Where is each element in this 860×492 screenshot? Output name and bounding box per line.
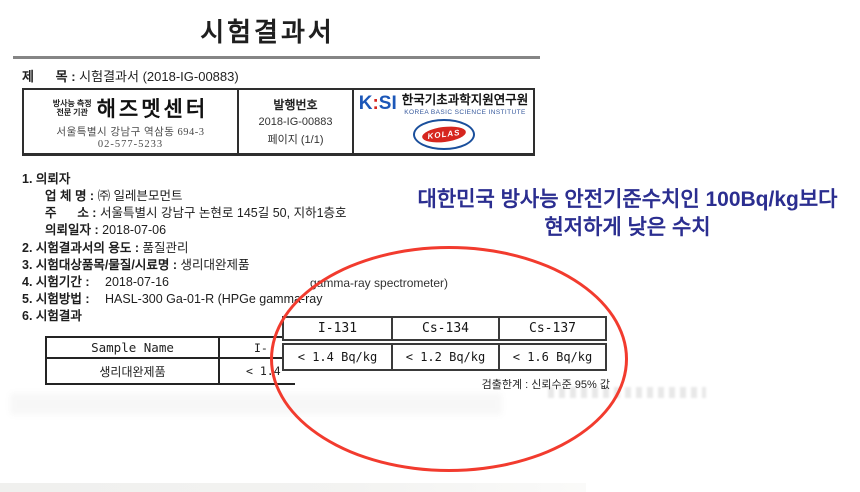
annotation-line2: 현저하게 낮은 수치 <box>544 216 711 239</box>
section5-line: 5. 시험방법 : HASL-300 Ga-01-R (HPGe gamma-r… <box>22 288 322 307</box>
kolas-logo-icon: KOLAS <box>412 118 475 150</box>
section3-label: 3. 시험대상품목/물질/시료명 : <box>22 258 177 272</box>
kbsi-logo-k: K <box>358 93 373 114</box>
section1-row-address: 주 소 : 서울특별시 강남구 논현로 145길 50, 지하1층호 <box>45 202 347 221</box>
request-date-label: 의뢰일자 : <box>45 223 99 237</box>
page-title: 시험결과서 <box>200 17 335 47</box>
company-label: 업 체 명 : <box>45 189 95 203</box>
company-value: ㈜ 일레븐모먼트 <box>97 189 183 203</box>
kbsi-logo-si: SI <box>378 93 397 114</box>
section5-label: 5. 시험방법 : <box>22 292 90 306</box>
section3-value: 생리대완제품 <box>180 258 250 272</box>
kolas-logo-label: KOLAS <box>426 127 461 141</box>
address-value: 서울특별시 강남구 논현로 145길 50, 지하1층호 <box>99 206 347 220</box>
issuer-address: 서울특별시 강남구 역삼동 694-3 <box>56 127 205 138</box>
sample-table-header-row: Sample Name I- <box>47 338 295 359</box>
section4-line: 4. 시험기간 : 2018-07-16 <box>22 271 169 290</box>
issue-page: 페이지 (1/1) <box>267 134 324 146</box>
issue-number-cell: 발행번호 2018-IG-00883 페이지 (1/1) <box>239 90 354 153</box>
sample-result-table: Sample Name I- 생리대완제품 < 1.4 <box>45 336 295 385</box>
institute-header-row: K:SI 한국기초과학지원연구원 KOREA BASIC SCIENCE INS… <box>359 93 529 116</box>
header-table: 방사능 측정 전문 기관 해즈멧센터 서울특별시 강남구 역삼동 694-3 0… <box>22 88 535 156</box>
issuer-badge: 방사능 측정 전문 기관 <box>53 99 92 117</box>
issuer-name-row: 방사능 측정 전문 기관 해즈멧센터 <box>53 93 208 123</box>
section6-title: 6. 시험결과 <box>22 309 82 323</box>
issuer-badge-line2: 전문 기관 <box>56 108 88 117</box>
issue-number-value: 2018-IG-00883 <box>258 116 333 128</box>
scan-edge-strip <box>0 483 586 492</box>
issuer-phone: 02-577-5233 <box>97 139 164 150</box>
institute-cell: K:SI 한국기초과학지원연구원 KOREA BASIC SCIENCE INS… <box>354 90 533 153</box>
section4-label: 4. 시험기간 : <box>22 275 90 289</box>
highlight-ellipse <box>270 246 628 472</box>
issuer-cell: 방사능 측정 전문 기관 해즈멧센터 서울특별시 강남구 역삼동 694-3 0… <box>24 90 239 153</box>
sample-table-value-row: 생리대완제품 < 1.4 <box>47 359 295 383</box>
kbsi-logo-colon: : <box>372 93 379 114</box>
section1-title: 1. 의뢰자 <box>22 172 71 186</box>
title-divider <box>13 56 540 59</box>
sample-table-col2-header: I- <box>254 340 268 355</box>
section4-value: 2018-07-16 <box>105 275 169 289</box>
section2-value: 품질관리 <box>142 241 189 255</box>
issuer-name: 해즈멧센터 <box>96 97 209 121</box>
annotation-line1: 대한민국 방사능 안전기준수치인 100Bq/kg보다 <box>417 188 838 211</box>
kolas-logo-inner: KOLAS <box>420 124 467 145</box>
section1-row-request-date: 의뢰일자 : 2018-07-06 <box>45 219 166 238</box>
request-date-value: 2018-07-06 <box>102 223 167 237</box>
section5-value: HASL-300 Ga-01-R (HPGe gamma-ray <box>105 292 323 306</box>
institute-names: 한국기초과학지원연구원 KOREA BASIC SCIENCE INSTITUT… <box>401 93 529 116</box>
address-label: 주 소 : <box>45 206 97 220</box>
sample-name-header: Sample Name <box>47 338 220 357</box>
sample-name-value: 생리대완제품 <box>47 359 220 383</box>
issuer-badge-line1: 방사능 측정 <box>52 98 92 108</box>
subject-label: 제 목 : <box>22 69 76 84</box>
institute-name-ko: 한국기초과학지원연구원 <box>401 93 529 107</box>
section2-line: 2. 시험결과서의 용도 : 품질관리 <box>22 237 189 256</box>
institute-name-en: KOREA BASIC SCIENCE INSTITUTE <box>404 108 526 116</box>
section2-label: 2. 시험결과서의 용도 : <box>22 241 140 255</box>
subject-value: 시험결과서 (2018-IG-00883) <box>79 69 239 84</box>
scan-bleedthrough <box>548 387 706 398</box>
kbsi-logo-icon: K:SI <box>359 94 397 113</box>
section3-line: 3. 시험대상품목/물질/시료명 : 생리대완제품 <box>22 254 249 273</box>
issue-number-label: 발행번호 <box>273 98 318 112</box>
annotation-text: 대한민국 방사능 안전기준수치인 100Bq/kg보다 현저하게 낮은 수치 <box>395 186 860 242</box>
section1-row-company: 업 체 명 : ㈜ 일레븐모먼트 <box>45 185 183 204</box>
subject-line: 제 목 : 시험결과서 (2018-IG-00883) <box>22 66 239 85</box>
